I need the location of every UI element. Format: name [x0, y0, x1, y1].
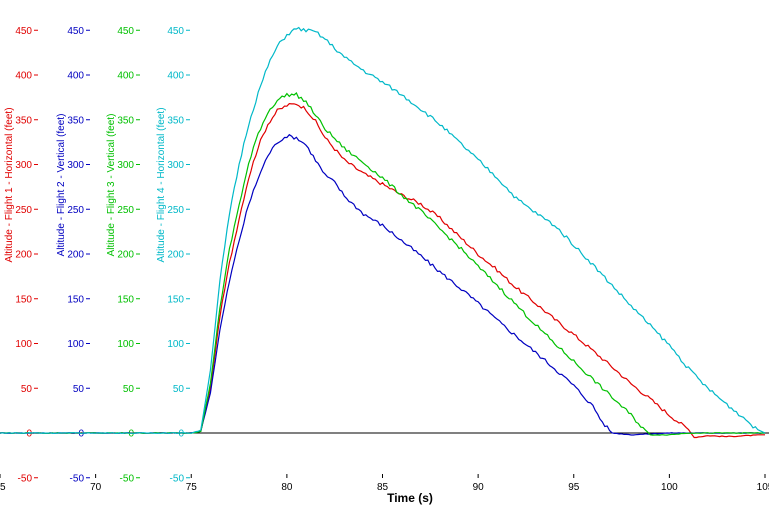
y-axis-2-tick-label: 200 [67, 250, 84, 261]
y-axis-4-tick-label: 200 [167, 250, 184, 261]
y-axis-1-tick-label: 450 [15, 26, 32, 37]
y-axis-2-tick-label: 100 [67, 339, 84, 350]
y-axis-3-tick-label: 0 [128, 429, 134, 440]
y-axis-4-tick-label: 300 [167, 160, 184, 171]
y-axis-2-title: Altitude - Flight 2 - Vertical (feet) [56, 114, 67, 257]
y-axis-3-tick-label: 400 [117, 71, 134, 82]
y-axis-1-tick-label: 150 [15, 294, 32, 305]
y-axis-2-tick-label: 50 [73, 384, 85, 395]
y-axis-3-tick-label: 300 [117, 160, 134, 171]
y-axis-4-tick-label: 450 [167, 26, 184, 37]
y-axis-1-tick-label: 400 [15, 71, 32, 82]
y-axis-2-tick-label: 450 [67, 26, 84, 37]
y-axis-3-tick-label: 100 [117, 339, 134, 350]
y-axis-1-tick-label: 0 [26, 429, 32, 440]
y-axis-4-tick-label: 350 [167, 115, 184, 126]
x-tick-label: 70 [90, 482, 102, 493]
x-tick-label: 100 [661, 482, 678, 493]
y-axis-2-tick-label: 400 [67, 71, 84, 82]
y-axis-3-tick-label: 350 [117, 115, 134, 126]
y-axis-3-tick-label: 200 [117, 250, 134, 261]
y-axis-3-tick-label: 50 [123, 384, 135, 395]
x-tick-label: 85 [377, 482, 389, 493]
x-tick-label: 90 [473, 482, 485, 493]
x-tick-label: 75 [186, 482, 198, 493]
y-axis-4-tick-label: 400 [167, 71, 184, 82]
y-axis-4-tick-label: 150 [167, 294, 184, 305]
y-axis-4-tick-label: 100 [167, 339, 184, 350]
x-axis-title: Time (s) [387, 491, 433, 505]
y-axis-2-tick-label: 150 [67, 294, 84, 305]
y-axis-2-tick-label: 0 [78, 429, 84, 440]
y-axis-3-tick-label: 450 [117, 26, 134, 37]
x-tick-label: 80 [281, 482, 293, 493]
y-axis-4-tick-label: 250 [167, 205, 184, 216]
y-axis-2-tick-label: 250 [67, 205, 84, 216]
y-axis-2-tick-label: -50 [70, 473, 85, 484]
y-axis-4-tick-label: 0 [178, 429, 184, 440]
y-axis-3-title: Altitude - Flight 3 - Vertical (feet) [106, 114, 117, 257]
y-axis-2-tick-label: 350 [67, 115, 84, 126]
x-tick-label: 65 [0, 482, 6, 493]
y-axis-1-tick-label: 250 [15, 205, 32, 216]
y-axis-3-tick-label: 150 [117, 294, 134, 305]
y-axes: -50 0 50 100 150 200 250 300 350 400 450 Altitude -… [4, 26, 190, 484]
series-line-4 [0, 26, 766, 435]
y-axis-4-tick-label: 50 [173, 384, 185, 395]
series-group [0, 26, 766, 439]
x-tick-label: 105 [757, 482, 769, 493]
x-tick-label: 95 [568, 482, 580, 493]
y-axis-1-tick-label: 100 [15, 339, 32, 350]
y-axis-3-tick-label: -50 [120, 473, 135, 484]
y-axis-1-tick-label: 200 [15, 250, 32, 261]
y-axis-4-tick-label: -50 [170, 473, 185, 484]
y-axis-1-tick-label: 300 [15, 160, 32, 171]
y-axis-4-title: Altitude - Flight 4 - Horizontal (feet) [156, 107, 167, 262]
y-axis-1-tick-label: 350 [15, 115, 32, 126]
x-axis: 65 70 75 80 85 90 95 100 105 [0, 474, 769, 493]
y-axis-3-tick-label: 250 [117, 205, 134, 216]
y-axis-1-tick-label: 50 [21, 384, 33, 395]
y-axis-1-title: Altitude - Flight 1 - Horizontal (feet) [4, 107, 15, 262]
y-axis-1-tick-label: -50 [18, 473, 33, 484]
y-axis-2-tick-label: 300 [67, 160, 84, 171]
